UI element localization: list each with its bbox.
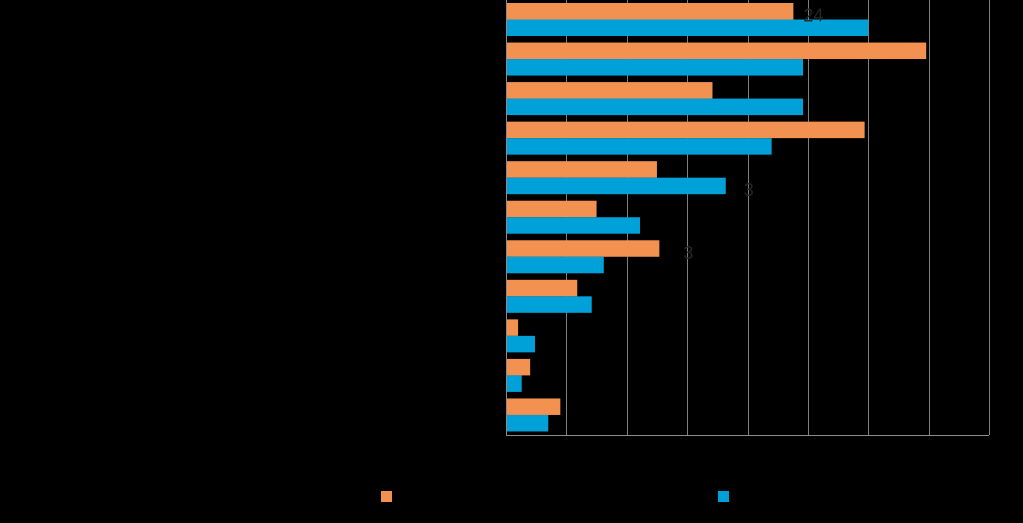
bar: [506, 200, 597, 218]
bar: [506, 59, 804, 76]
bar: [506, 177, 726, 195]
bar: [506, 335, 535, 353]
bar: [506, 398, 561, 415]
bar: [506, 217, 641, 234]
bar: [506, 82, 713, 99]
bar: [506, 161, 657, 178]
bar: [506, 319, 519, 336]
bar: [506, 19, 869, 36]
bar: [506, 98, 804, 116]
bars: [506, 3, 927, 432]
data-label-annotation: 3: [744, 180, 754, 200]
bar: [506, 375, 522, 392]
bar: [506, 256, 604, 274]
data-label-annotation: 3: [683, 243, 693, 263]
bar: [506, 42, 927, 60]
bar: [506, 358, 531, 376]
bar: [506, 138, 772, 155]
legend-marker: [718, 491, 729, 502]
data-label-annotation: 24: [803, 6, 823, 26]
bar: [506, 240, 660, 257]
legend-marker: [381, 491, 392, 502]
bar: [506, 3, 794, 20]
axes: [506, 0, 989, 436]
legend: [381, 491, 729, 502]
bar: [506, 296, 592, 313]
bar: [506, 279, 578, 297]
bar: [506, 121, 865, 139]
data-labels: 24 3 3: [683, 6, 823, 263]
bar: [506, 414, 549, 432]
